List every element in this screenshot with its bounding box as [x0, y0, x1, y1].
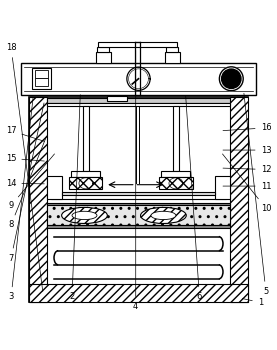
Circle shape	[222, 69, 241, 89]
Bar	[35, 78, 48, 86]
Bar	[29, 97, 47, 302]
Bar	[166, 47, 178, 52]
Text: 9: 9	[9, 154, 55, 210]
Bar	[32, 68, 51, 89]
Bar	[83, 106, 89, 171]
Bar	[62, 192, 215, 195]
Bar	[51, 194, 226, 198]
Ellipse shape	[72, 211, 97, 219]
Text: 3: 3	[8, 97, 33, 301]
Bar	[69, 177, 102, 189]
Bar	[35, 70, 48, 78]
Text: 11: 11	[223, 182, 271, 191]
Bar	[165, 52, 180, 63]
Bar	[230, 97, 248, 302]
Bar	[29, 285, 248, 302]
Bar	[215, 176, 230, 198]
Text: 7: 7	[8, 103, 44, 262]
Bar	[173, 106, 179, 171]
Text: 10: 10	[222, 154, 271, 213]
Bar	[21, 63, 256, 94]
Bar	[97, 47, 109, 52]
Ellipse shape	[140, 208, 186, 224]
Text: 16: 16	[223, 124, 271, 132]
Bar	[71, 171, 100, 177]
Text: 4: 4	[133, 50, 138, 311]
Text: 6: 6	[186, 96, 202, 301]
Text: 8: 8	[8, 136, 47, 229]
Bar	[29, 97, 248, 302]
Text: 13: 13	[223, 146, 271, 155]
Text: 2: 2	[70, 94, 80, 301]
Text: 15: 15	[6, 154, 44, 163]
Text: 12: 12	[223, 165, 271, 174]
Text: 5: 5	[244, 93, 268, 296]
Bar	[107, 96, 127, 101]
Text: 18: 18	[6, 43, 43, 291]
Bar	[47, 176, 62, 198]
Bar	[47, 203, 230, 205]
Bar	[47, 225, 230, 228]
Text: 1: 1	[242, 298, 263, 307]
Ellipse shape	[151, 211, 176, 219]
Text: 17: 17	[6, 126, 44, 141]
Bar	[159, 177, 193, 189]
Bar	[96, 52, 111, 63]
Ellipse shape	[61, 208, 107, 224]
Bar	[161, 171, 190, 177]
Bar	[47, 205, 230, 225]
Bar	[47, 98, 230, 103]
Text: 14: 14	[6, 179, 44, 188]
Circle shape	[219, 67, 243, 91]
Bar	[98, 42, 177, 47]
Bar	[47, 103, 230, 106]
